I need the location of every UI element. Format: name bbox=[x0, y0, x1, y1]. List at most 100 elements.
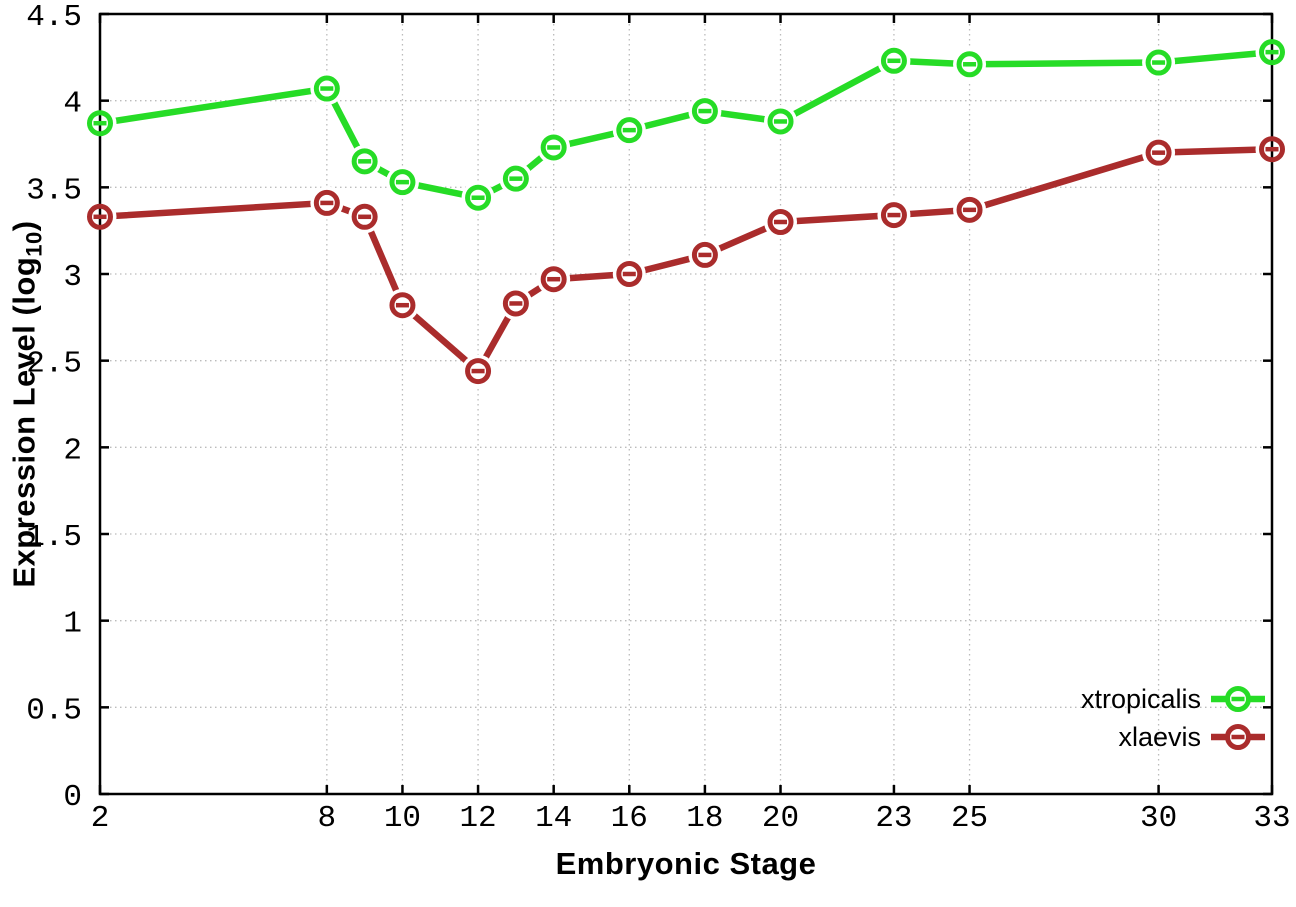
data-point-xlaevis bbox=[691, 241, 718, 268]
data-point-xlaevis bbox=[502, 290, 529, 317]
x-axis-title: Embryonic Stage bbox=[555, 846, 817, 881]
data-point-dash bbox=[93, 120, 107, 126]
series-line-xlaevis bbox=[96, 145, 1276, 375]
data-point-xtropicalis bbox=[502, 165, 529, 192]
data-point-dash bbox=[358, 214, 372, 220]
data-point-xtropicalis bbox=[540, 134, 567, 161]
data-point-xlaevis bbox=[87, 203, 113, 230]
data-point-dash bbox=[774, 219, 788, 225]
data-point-xtropicalis bbox=[691, 98, 718, 125]
data-point-dash bbox=[774, 119, 788, 124]
data-point-dash bbox=[622, 127, 636, 133]
y-tick-label: 1.5 bbox=[26, 520, 82, 555]
y-tick-label: 2.5 bbox=[26, 347, 82, 382]
data-point-dash bbox=[1152, 60, 1166, 65]
y-tick-label: 4.5 bbox=[26, 0, 82, 35]
data-point-xtropicalis bbox=[1145, 49, 1172, 76]
data-point-dash bbox=[1265, 49, 1279, 55]
data-point-dash bbox=[963, 207, 977, 213]
series-lines bbox=[83, 35, 1289, 388]
y-tick-label: 3 bbox=[63, 260, 82, 295]
data-point-xtropicalis bbox=[767, 108, 794, 135]
y-axis-title-close: ) bbox=[6, 220, 42, 232]
x-tick-label: 14 bbox=[535, 801, 572, 836]
data-point-dash bbox=[509, 301, 523, 306]
y-tick-label: 0 bbox=[63, 780, 82, 815]
data-point-xlaevis bbox=[389, 292, 416, 319]
data-point-dash bbox=[887, 58, 901, 64]
data-point-xtropicalis bbox=[1259, 39, 1285, 66]
data-point-xlaevis bbox=[880, 202, 907, 229]
x-tick-label: 30 bbox=[1140, 801, 1177, 836]
data-point-xtropicalis bbox=[465, 184, 492, 211]
series-line-xtropicalis bbox=[96, 48, 1276, 201]
data-point-dash bbox=[395, 302, 409, 308]
x-tick-label: 2 bbox=[91, 801, 110, 836]
data-point-xtropicalis bbox=[389, 169, 416, 196]
data-point-dash bbox=[509, 176, 523, 181]
data-point-dash bbox=[1265, 146, 1279, 152]
data-point-xtropicalis bbox=[956, 51, 983, 78]
x-tick-label: 10 bbox=[384, 801, 421, 836]
y-axis-title: Expression Level (log10) bbox=[7, 220, 48, 587]
grid bbox=[99, 13, 1273, 795]
y-axis-title-subscript: 10 bbox=[21, 231, 47, 257]
data-point-xtropicalis bbox=[616, 117, 643, 144]
x-tick-label: 33 bbox=[1253, 801, 1290, 836]
data-point-dash bbox=[320, 86, 334, 91]
plot-border bbox=[98, 12, 1274, 796]
legend-row-xlaevis: xlaevis bbox=[1118, 722, 1266, 752]
data-point-xlaevis bbox=[616, 261, 643, 287]
data-point-dash bbox=[93, 214, 107, 220]
data-point-dash bbox=[358, 159, 372, 164]
data-point-dash bbox=[320, 200, 334, 206]
data-point-dash bbox=[698, 108, 712, 114]
axes bbox=[98, 12, 1274, 796]
y-axis-title-text: Expression Level (log bbox=[6, 256, 42, 588]
x-tick-label: 8 bbox=[318, 801, 337, 836]
data-point-xlaevis bbox=[767, 209, 794, 235]
data-point-xtropicalis bbox=[313, 75, 340, 102]
data-point-xtropicalis bbox=[87, 110, 113, 137]
legend-marker-xlaevis-icon bbox=[1211, 724, 1265, 750]
data-point-xlaevis bbox=[1145, 139, 1172, 166]
data-point-xtropicalis bbox=[880, 47, 907, 74]
data-point-dash bbox=[395, 179, 409, 185]
x-tick-label: 18 bbox=[686, 801, 723, 836]
data-point-xlaevis bbox=[313, 189, 340, 216]
data-point-dash bbox=[1152, 150, 1166, 155]
x-tick-label: 12 bbox=[459, 801, 496, 836]
y-tick-label: 3.5 bbox=[26, 173, 82, 208]
x-tick-label: 23 bbox=[875, 801, 912, 836]
legend-marker-xtropicalis-icon bbox=[1211, 686, 1265, 712]
y-tick-label: 1 bbox=[63, 607, 82, 642]
data-point-dash bbox=[547, 145, 561, 150]
series-points bbox=[87, 39, 1285, 385]
data-point-dash bbox=[622, 271, 636, 277]
data-point-xlaevis bbox=[540, 266, 567, 293]
x-tick-label: 20 bbox=[762, 801, 799, 836]
x-tick-label: 16 bbox=[611, 801, 648, 836]
data-point-dash bbox=[963, 62, 977, 67]
data-point-xlaevis bbox=[956, 196, 983, 223]
data-point-xlaevis bbox=[465, 358, 492, 385]
y-tick-label: 2 bbox=[63, 433, 82, 468]
y-tick-label: 0.5 bbox=[26, 693, 82, 728]
data-point-xlaevis bbox=[351, 203, 378, 230]
data-point-xtropicalis bbox=[351, 148, 378, 175]
legend-label-xtropicalis: xtropicalis bbox=[1080, 684, 1201, 714]
legend-label-xlaevis: xlaevis bbox=[1118, 722, 1201, 752]
data-point-dash bbox=[698, 252, 712, 258]
data-point-dash bbox=[887, 212, 901, 218]
data-point-dash bbox=[471, 368, 485, 374]
tick-labels: 2 8 10 12 14 16 18 20 23 25 30 33 0 0.5 1 1.5 2 2.5 3 3.5 4 4… bbox=[26, 0, 1290, 836]
legend: xtropicalis xlaevis bbox=[1081, 684, 1266, 752]
x-tick-label: 25 bbox=[951, 801, 988, 836]
data-point-dash bbox=[547, 276, 561, 282]
legend-row-xtropicalis: xtropicalis bbox=[1081, 684, 1266, 714]
data-point-xlaevis bbox=[1259, 136, 1285, 163]
data-point-dash bbox=[471, 195, 485, 200]
y-tick-label: 4 bbox=[63, 87, 82, 122]
